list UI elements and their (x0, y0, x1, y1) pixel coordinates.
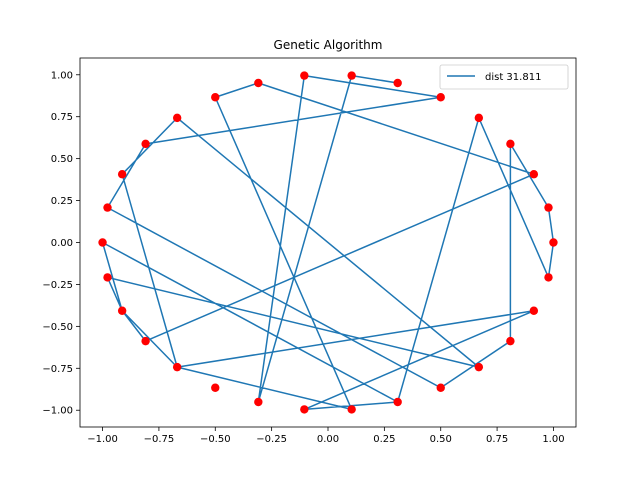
x-axis: −1.00 −0.75 −0.50 −0.25 0.00 0.25 0.50 0.75 1.00 (87, 427, 565, 445)
y-tick-label: −0.50 (42, 322, 73, 333)
axes-frame (79, 57, 577, 428)
data-point (549, 238, 558, 247)
data-point (544, 203, 553, 212)
data-point (254, 78, 263, 88)
data-point (300, 405, 309, 414)
data-point (393, 78, 402, 88)
plot-area (98, 71, 558, 414)
data-point (347, 71, 356, 80)
data-point (172, 362, 182, 372)
y-tick-label: −0.75 (42, 364, 73, 375)
y-tick-label: 0.75 (51, 112, 73, 123)
data-point (254, 397, 263, 407)
data-point (211, 93, 220, 102)
data-point (529, 306, 539, 315)
data-point (529, 170, 539, 179)
x-tick-label: 0.75 (486, 434, 508, 445)
data-point (117, 306, 127, 315)
y-tick-label: 0.25 (51, 196, 73, 207)
data-point (103, 203, 112, 212)
data-point (347, 405, 356, 414)
legend: dist 31.811 (439, 64, 569, 90)
data-point (172, 113, 182, 123)
x-tick-label: 0.50 (430, 434, 452, 445)
data-point (506, 139, 515, 149)
y-tick-label: −0.25 (42, 280, 73, 291)
series-line-route (101, 74, 555, 411)
data-point (98, 238, 107, 247)
data-point (393, 397, 402, 407)
y-tick-label: 0.50 (51, 154, 73, 165)
data-point (117, 170, 127, 179)
data-point (300, 71, 309, 80)
data-point (141, 336, 150, 346)
x-tick-label: 0.25 (373, 434, 395, 445)
x-tick-label: −0.75 (144, 434, 175, 445)
legend-label: dist 31.811 (485, 72, 541, 83)
x-tick-label: 0.00 (317, 434, 339, 445)
data-point (474, 362, 484, 372)
data-point (141, 139, 150, 149)
data-point (506, 336, 515, 346)
data-point (211, 383, 220, 392)
y-tick-label: 0.00 (51, 238, 73, 249)
x-tick-label: 1.00 (542, 434, 564, 445)
x-tick-label: −0.50 (200, 434, 231, 445)
data-point (436, 383, 445, 392)
data-point (103, 273, 112, 282)
y-tick-label: −1.00 (42, 406, 73, 417)
x-tick-label: −1.00 (87, 434, 118, 445)
data-point (474, 113, 484, 123)
x-tick-label: −0.25 (256, 434, 287, 445)
y-axis: −1.00 −0.75 −0.50 −0.25 0.00 0.25 0.50 0.75 1.00 (42, 70, 80, 417)
data-point (436, 93, 445, 102)
chart-title: Genetic Algorithm (274, 38, 383, 52)
y-tick-label: 1.00 (51, 70, 73, 81)
data-point (544, 273, 553, 282)
legend-box (439, 64, 569, 90)
